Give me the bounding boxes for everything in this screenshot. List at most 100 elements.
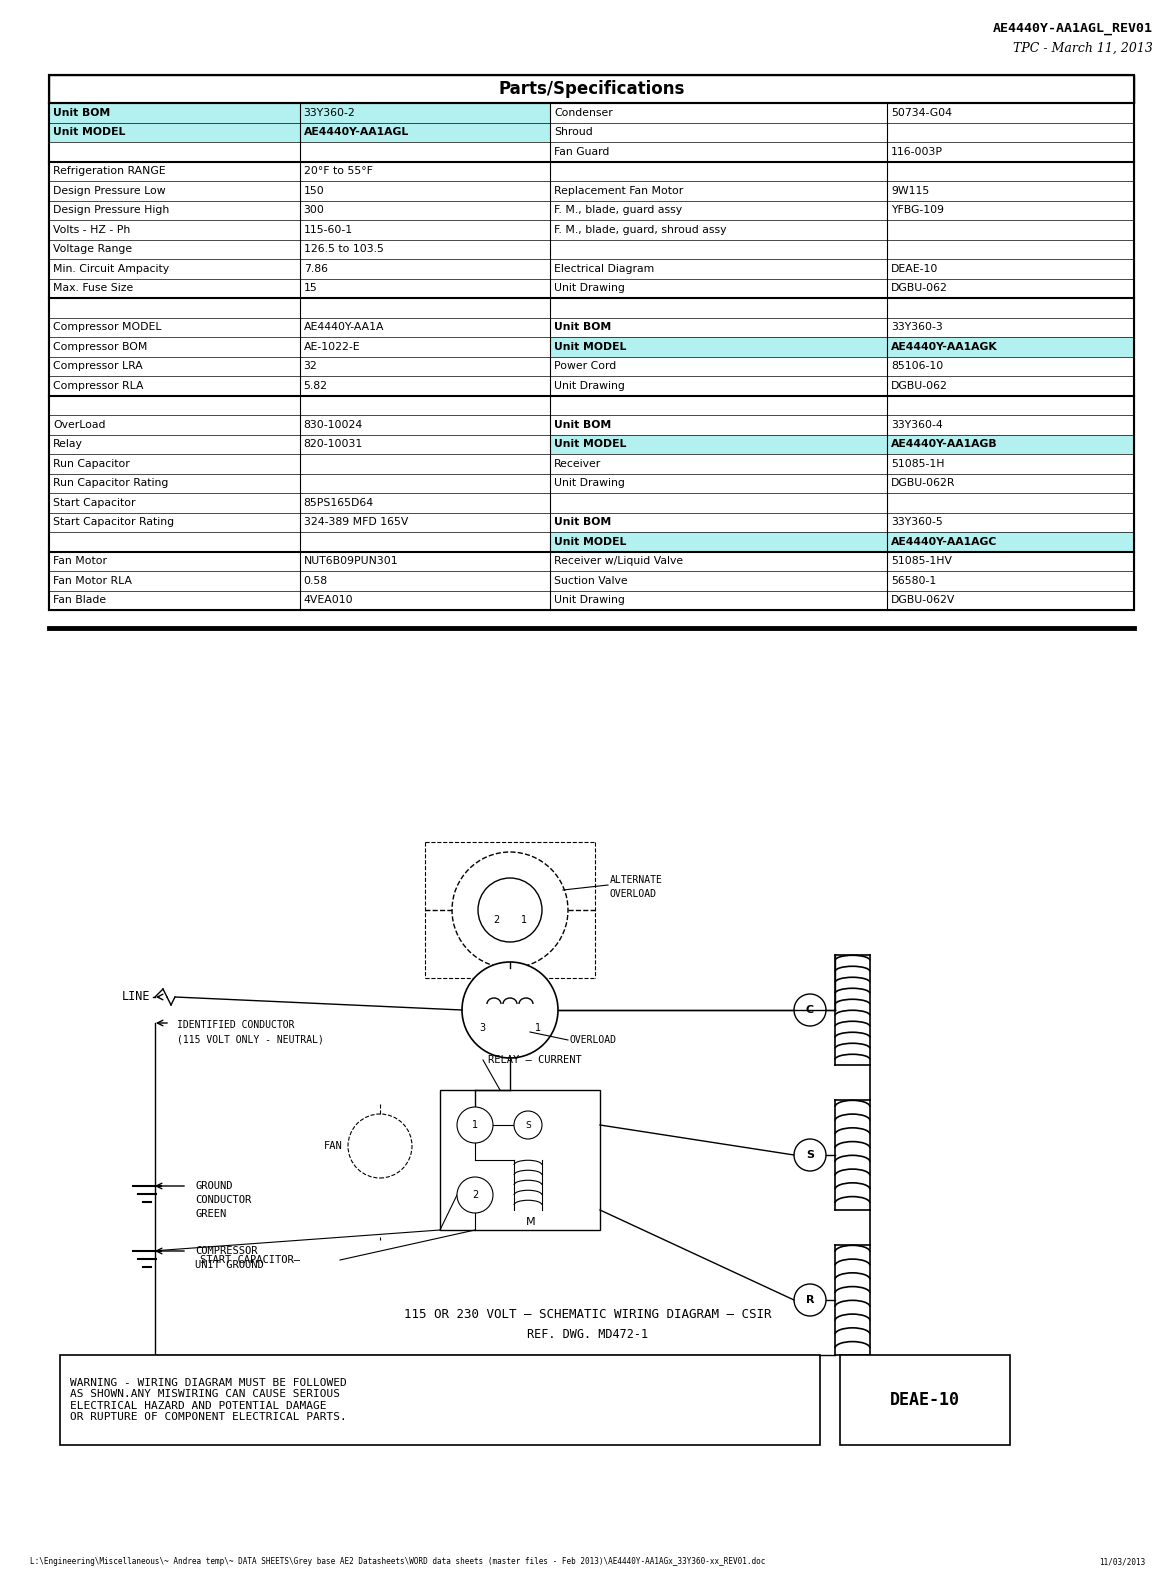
Bar [550, 181, 887, 200]
Bar [60, 1355, 820, 1445]
Text: Receiver: Receiver [553, 458, 602, 469]
Text: 2: 2 [472, 1190, 478, 1199]
Text: F. M., blade, guard assy: F. M., blade, guard assy [553, 205, 682, 216]
Bar [300, 200, 550, 220]
Bar [550, 318, 887, 337]
Circle shape [452, 852, 568, 968]
Text: 115-60-1: 115-60-1 [303, 225, 352, 235]
Bar [300, 220, 550, 239]
Bar [887, 297, 1134, 318]
Text: 324-389 MFD 165V: 324-389 MFD 165V [303, 518, 408, 527]
Text: Unit BOM: Unit BOM [553, 518, 611, 527]
Bar [49, 395, 300, 416]
Text: Compressor RLA: Compressor RLA [53, 381, 143, 390]
Text: Start Capacitor Rating: Start Capacitor Rating [53, 518, 174, 527]
Bar [887, 220, 1134, 239]
Text: DEAE-10: DEAE-10 [889, 1391, 960, 1409]
Text: AE4440Y-AA1AGK: AE4440Y-AA1AGK [891, 342, 998, 351]
Text: CONDUCTOR: CONDUCTOR [195, 1195, 251, 1206]
Text: (115 VOLT ONLY - NEUTRAL): (115 VOLT ONLY - NEUTRAL) [177, 1034, 324, 1044]
Circle shape [794, 1284, 826, 1316]
Bar [300, 181, 550, 200]
Text: 115 OR 230 VOLT – SCHEMATIC WIRING DIAGRAM – CSIR: 115 OR 230 VOLT – SCHEMATIC WIRING DIAGR… [404, 1308, 771, 1322]
Bar [550, 376, 887, 395]
Text: DGBU-062: DGBU-062 [891, 283, 948, 293]
Bar [300, 356, 550, 376]
Text: C: C [806, 1006, 814, 1015]
Text: Replacement Fan Motor: Replacement Fan Motor [553, 186, 683, 195]
Bar [49, 162, 300, 181]
Text: 0.58: 0.58 [303, 576, 328, 586]
Text: Parts/Specifications: Parts/Specifications [498, 80, 685, 98]
Text: AE4440Y-AA1AGL: AE4440Y-AA1AGL [303, 127, 409, 137]
Bar [887, 453, 1134, 474]
Circle shape [513, 1111, 542, 1140]
Text: DGBU-062V: DGBU-062V [891, 595, 955, 606]
Text: Volts - HZ - Ph: Volts - HZ - Ph [53, 225, 130, 235]
Bar [49, 142, 300, 162]
Text: FAN: FAN [324, 1141, 343, 1151]
Bar [439, 1091, 600, 1229]
Text: 51085-1HV: 51085-1HV [891, 556, 952, 567]
Circle shape [478, 878, 542, 941]
Bar [887, 590, 1134, 611]
Text: YFBG-109: YFBG-109 [891, 205, 945, 216]
Bar [887, 337, 1134, 356]
Text: 9W115: 9W115 [891, 186, 929, 195]
Text: Condenser: Condenser [553, 107, 612, 118]
Bar [300, 571, 550, 590]
Text: UNIT GROUND: UNIT GROUND [195, 1261, 263, 1270]
Bar [49, 356, 300, 376]
Text: WARNING - WIRING DIAGRAM MUST BE FOLLOWED
AS SHOWN.ANY MISWIRING CAN CAUSE SERIO: WARNING - WIRING DIAGRAM MUST BE FOLLOWE… [70, 1377, 347, 1423]
Text: Run Capacitor Rating: Run Capacitor Rating [53, 478, 169, 488]
Bar [550, 493, 887, 513]
Bar [49, 416, 300, 434]
Circle shape [348, 1114, 412, 1177]
Bar [550, 356, 887, 376]
Text: Compressor LRA: Compressor LRA [53, 362, 143, 371]
Bar [887, 162, 1134, 181]
Text: 2: 2 [492, 914, 499, 926]
Text: 150: 150 [303, 186, 324, 195]
Text: Voltage Range: Voltage Range [53, 244, 133, 255]
Text: 51085-1H: 51085-1H [891, 458, 945, 469]
Text: Max. Fuse Size: Max. Fuse Size [53, 283, 134, 293]
Text: Fan Motor: Fan Motor [53, 556, 107, 567]
Text: 3: 3 [479, 1023, 485, 1033]
Bar [550, 395, 887, 416]
Bar [300, 162, 550, 181]
Bar [49, 590, 300, 611]
Bar [300, 102, 550, 123]
Text: DGBU-062R: DGBU-062R [891, 478, 955, 488]
Text: Unit BOM: Unit BOM [553, 420, 611, 430]
Text: Suction Valve: Suction Valve [553, 576, 627, 586]
Text: 116-003P: 116-003P [891, 146, 944, 157]
Bar [300, 590, 550, 611]
Text: Unit Drawing: Unit Drawing [553, 381, 625, 390]
Text: Refrigeration RANGE: Refrigeration RANGE [53, 167, 166, 176]
Text: 85106-10: 85106-10 [891, 362, 944, 371]
Text: NUT6B09PUN301: NUT6B09PUN301 [303, 556, 398, 567]
Bar [49, 532, 300, 551]
Bar [300, 416, 550, 434]
Bar [300, 474, 550, 493]
Bar [550, 532, 887, 551]
Text: 1: 1 [472, 1121, 478, 1130]
Text: 15: 15 [303, 283, 317, 293]
Bar [49, 453, 300, 474]
Text: RELAY – CURRENT: RELAY – CURRENT [488, 1055, 582, 1066]
Text: Unit Drawing: Unit Drawing [553, 478, 625, 488]
Circle shape [794, 1140, 826, 1171]
Bar [49, 551, 300, 571]
Text: AE4440Y-AA1AGL_REV01: AE4440Y-AA1AGL_REV01 [993, 22, 1153, 35]
Text: 1: 1 [535, 1023, 540, 1033]
Bar [887, 142, 1134, 162]
Text: Unit MODEL: Unit MODEL [553, 537, 626, 546]
Text: AE4440Y-AA1AGB: AE4440Y-AA1AGB [891, 439, 998, 449]
Bar [550, 590, 887, 611]
Text: Design Pressure High: Design Pressure High [53, 205, 169, 216]
Bar [887, 434, 1134, 453]
Text: 126.5 to 103.5: 126.5 to 103.5 [303, 244, 383, 255]
Bar [49, 239, 300, 260]
Bar [887, 395, 1134, 416]
